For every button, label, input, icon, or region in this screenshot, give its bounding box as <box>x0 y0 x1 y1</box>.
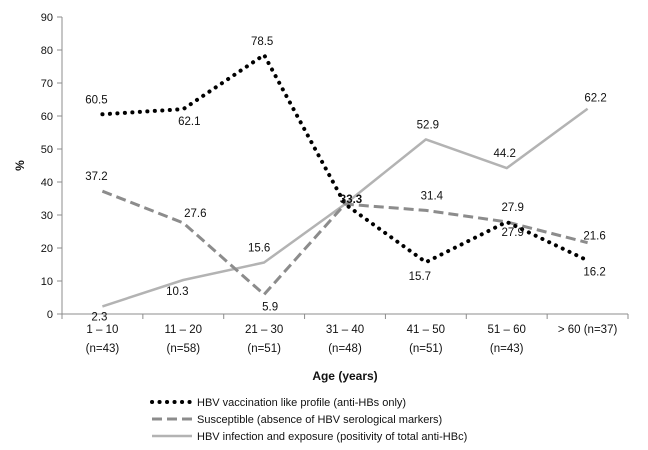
x-tick-label: 51 – 60 <box>488 324 526 336</box>
y-tick-label: 0 <box>47 309 53 321</box>
x-tick-label: 41 – 50 <box>407 324 445 336</box>
y-axis-title: % <box>13 160 27 171</box>
x-tick-label-n: (n=51) <box>247 343 281 355</box>
y-tick-label: 60 <box>41 111 53 123</box>
x-tick-label-n: (n=58) <box>167 343 201 355</box>
data-label: 27.6 <box>184 208 206 220</box>
x-axis-title: Age (years) <box>312 369 377 383</box>
data-label: 27.9 <box>502 227 524 239</box>
data-label: 10.3 <box>166 286 188 298</box>
data-label: 21.6 <box>583 231 605 243</box>
y-tick-label: 30 <box>41 210 53 222</box>
data-label: 31.4 <box>421 190 444 202</box>
data-label: 2.3 <box>91 311 107 323</box>
y-tick-label: 40 <box>41 177 53 189</box>
data-label: 52.9 <box>417 119 439 131</box>
x-tick-label-n: (n=43) <box>86 343 120 355</box>
data-label: 33.3 <box>340 194 362 206</box>
series-lines <box>100 52 590 308</box>
legend: HBV vaccination like profile (anti-HBs o… <box>150 397 467 443</box>
y-tick-label: 50 <box>41 144 53 156</box>
y-tick-label: 10 <box>41 276 53 288</box>
legend-label-3: HBV infection and exposure (positivity o… <box>197 431 467 443</box>
y-tick-label: 80 <box>41 45 53 57</box>
x-tick-label: 21 – 30 <box>245 324 283 336</box>
data-label: 78.5 <box>251 36 273 48</box>
data-label: 5.9 <box>262 302 278 314</box>
data-label: 15.7 <box>409 271 431 283</box>
data-labels: 60.5 62.1 78.5 33.3 15.7 27.9 16.2 37.2 27.6 5.9 3… <box>85 36 607 323</box>
data-label: 44.2 <box>494 148 516 160</box>
legend-label-2: Susceptible (absence of HBV serological … <box>197 414 442 426</box>
data-label: 60.5 <box>85 94 107 106</box>
y-tick-label: 70 <box>41 78 53 90</box>
axes: 0 10 20 30 40 50 60 70 80 90 1 – 10 (n=43) 11 – 20 (n… <box>13 12 629 383</box>
series-line-1 <box>100 52 590 265</box>
legend-label-1: HBV vaccination like profile (anti-HBs o… <box>197 397 406 409</box>
x-tick-label: 31 – 40 <box>326 324 364 336</box>
x-tick-label-n: (n=48) <box>328 343 362 355</box>
x-tick-label: > 60 (n=37) <box>558 324 618 336</box>
y-tick-label: 90 <box>41 12 53 24</box>
data-label: 62.1 <box>178 116 200 128</box>
x-tick-label: 1 – 10 <box>86 324 118 336</box>
series-line-2 <box>101 189 588 296</box>
data-label: 62.2 <box>584 93 606 105</box>
data-label: 16.2 <box>583 267 605 279</box>
x-tick-label: 11 – 20 <box>165 324 203 336</box>
data-label: 37.2 <box>85 171 107 183</box>
x-tick-label-n: (n=51) <box>409 343 443 355</box>
x-tick-label-n: (n=43) <box>490 343 524 355</box>
y-tick-label: 20 <box>41 243 53 255</box>
data-label: 15.6 <box>248 243 270 255</box>
data-label: 27.9 <box>502 202 524 214</box>
